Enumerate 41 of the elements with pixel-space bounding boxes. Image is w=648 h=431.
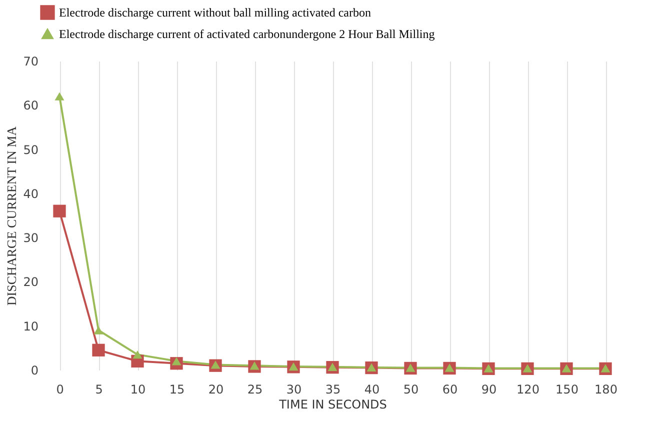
point [600, 364, 610, 372]
point [172, 357, 182, 366]
legend-label: Electrode discharge current of activated carbonundergone 2 Hour Ball Milling [59, 27, 435, 41]
x-tick-label: 50 [403, 382, 419, 396]
point [484, 364, 494, 372]
y-tick-label: 50 [23, 142, 38, 157]
point [53, 204, 66, 218]
y-tick-label: 30 [23, 231, 38, 246]
x-tick-label: 20 [208, 382, 224, 396]
y-tick-label: 10 [23, 319, 38, 334]
legend-label: Electrode discharge current without ball milling activated carbon [59, 6, 371, 20]
x-tick-label: 10 [130, 382, 146, 396]
point [288, 362, 298, 371]
y-tick-label: 0 [30, 364, 38, 378]
y-tick-label: 20 [23, 275, 38, 290]
y-tick-label: 70 [23, 54, 38, 68]
x-tick-label: 60 [442, 382, 458, 396]
point [54, 92, 64, 100]
y-tick-label: 40 [23, 186, 38, 201]
x-tick-label: 15 [169, 382, 185, 396]
point [132, 350, 142, 359]
x-tick-label: 25 [247, 382, 263, 396]
x-tick-label: 30 [286, 382, 302, 396]
x-tick-label: 5 [95, 382, 103, 396]
x-tick-label: 120 [516, 382, 540, 396]
y-axis-title: DISCHARGE CURRENT IN MA [4, 126, 20, 306]
x-tick-label: 150 [556, 382, 578, 396]
x-tick-label: 0 [56, 382, 64, 396]
point [94, 326, 104, 334]
x-tick-label: 40 [364, 382, 380, 396]
point [210, 360, 220, 369]
point [562, 364, 572, 372]
x-tick-label: 90 [481, 382, 497, 396]
point [522, 364, 532, 372]
point [250, 361, 260, 370]
point [328, 362, 338, 372]
x-tick-label: 35 [325, 382, 341, 396]
point [92, 344, 105, 356]
y-tick-label: 60 [23, 98, 38, 113]
x-tick-label: 180 [594, 382, 618, 396]
x-axis-title: TIME IN SECONDS [278, 398, 387, 412]
